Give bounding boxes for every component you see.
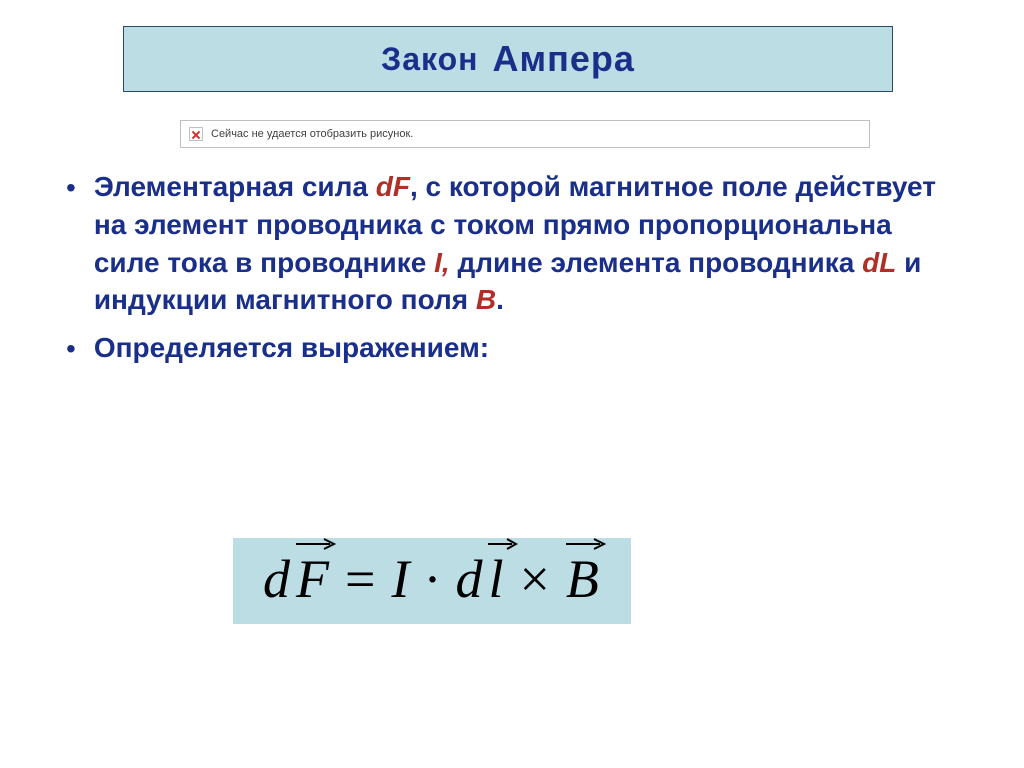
text-run: . [496, 284, 504, 315]
formula-vector-l: l [488, 548, 505, 610]
broken-image-icon [189, 127, 203, 141]
variable-B: B [476, 284, 496, 315]
title-word-1: Закон [381, 41, 478, 78]
formula-equals: = [335, 548, 387, 610]
vector-arrow-icon [296, 536, 336, 550]
bullet-dot-icon: • [66, 170, 76, 206]
variable-I: I, [434, 247, 450, 278]
slide-body: • Элементарная сила dF, с которой магнит… [66, 168, 946, 377]
paragraph-2: Определяется выражением: [94, 329, 489, 367]
title-word-2: Ампера [492, 38, 634, 80]
vector-arrow-icon [566, 536, 606, 550]
formula-cross: × [509, 548, 561, 610]
formula-vector-F: F [296, 548, 331, 610]
slide-title-box: Закон Ампера [123, 26, 893, 92]
formula-box: dF = I · dl × B [233, 538, 631, 624]
formula-d: d [263, 548, 292, 610]
formula-dot: · [415, 548, 451, 610]
variable-dF: dF [376, 171, 410, 202]
broken-image-placeholder: Сейчас не удается отобразить рисунок. [180, 120, 870, 148]
formula-vector-B: B [566, 548, 601, 610]
variable-dL: dL [862, 247, 896, 278]
paragraph-1: Элементарная сила dF, с которой магнитно… [94, 168, 946, 319]
formula-d: d [455, 548, 484, 610]
text-run: Элементарная сила [94, 171, 376, 202]
broken-image-message: Сейчас не удается отобразить рисунок. [211, 128, 413, 140]
bullet-item-2: • Определяется выражением: [66, 329, 946, 367]
formula: dF = I · dl × B [263, 548, 601, 610]
bullet-item-1: • Элементарная сила dF, с которой магнит… [66, 168, 946, 319]
text-run: длине элемента проводника [450, 247, 862, 278]
formula-I: I [391, 548, 411, 610]
bullet-dot-icon: • [66, 331, 76, 367]
